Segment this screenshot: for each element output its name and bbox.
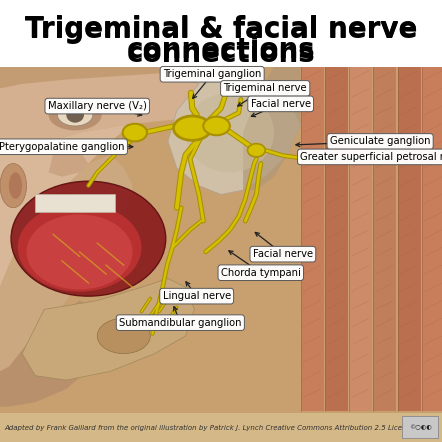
Text: Trigeminal ganglion: Trigeminal ganglion (163, 69, 261, 79)
Text: Adapted by Frank Gaillard from the original illustration by Patrick J. Lynch Cre: Adapted by Frank Gaillard from the origi… (4, 425, 435, 431)
Text: Trigeminal nerve: Trigeminal nerve (223, 84, 307, 93)
Ellipse shape (248, 144, 265, 157)
Text: Trigeminal & facial nerve: Trigeminal & facial nerve (25, 16, 417, 44)
Text: Facial nerve: Facial nerve (253, 249, 313, 259)
Bar (0, 0, 442, 67)
Bar (422, 66, 442, 411)
Polygon shape (49, 146, 88, 177)
Polygon shape (0, 124, 133, 287)
Polygon shape (243, 66, 301, 190)
Bar (0, 66, 442, 415)
Ellipse shape (97, 318, 150, 354)
Text: Lingual nerve: Lingual nerve (163, 291, 231, 301)
Text: Greater superficial petrosal nerve: Greater superficial petrosal nerve (301, 152, 442, 162)
Polygon shape (0, 62, 199, 88)
Ellipse shape (9, 172, 22, 199)
Ellipse shape (27, 214, 133, 290)
Ellipse shape (186, 93, 274, 172)
Ellipse shape (123, 124, 147, 141)
Ellipse shape (11, 181, 166, 296)
Text: connections: connections (126, 35, 316, 64)
Bar (398, 66, 421, 411)
Ellipse shape (40, 192, 84, 214)
Text: Facial nerve: Facial nerve (251, 99, 311, 109)
Text: Trigeminal & facial nerve: Trigeminal & facial nerve (25, 15, 417, 43)
Bar (349, 66, 372, 411)
Bar (0, 0, 442, 66)
Polygon shape (0, 57, 287, 155)
Ellipse shape (49, 99, 102, 130)
Text: Maxillary nerve (V₂): Maxillary nerve (V₂) (48, 101, 147, 111)
Ellipse shape (57, 104, 93, 126)
Ellipse shape (203, 117, 230, 135)
Text: Submandibular ganglion: Submandibular ganglion (119, 318, 242, 328)
Polygon shape (0, 301, 110, 407)
Polygon shape (22, 278, 194, 380)
Text: Chorda tympani: Chorda tympani (221, 268, 301, 278)
Ellipse shape (174, 116, 211, 140)
Bar (35, 194, 115, 212)
Bar (301, 66, 324, 411)
Bar (402, 416, 438, 438)
Ellipse shape (18, 203, 141, 292)
Bar (0, 413, 442, 442)
Text: ©○◐◐: ©○◐◐ (409, 424, 432, 430)
Ellipse shape (66, 107, 84, 122)
Text: Geniculate ganglion: Geniculate ganglion (330, 137, 431, 146)
Polygon shape (0, 155, 133, 371)
Ellipse shape (0, 164, 27, 208)
Bar (325, 66, 348, 411)
Text: Pterygopalatine ganglion: Pterygopalatine ganglion (0, 142, 125, 152)
Polygon shape (155, 66, 301, 194)
Text: connections: connections (126, 40, 316, 68)
Bar (373, 66, 396, 411)
